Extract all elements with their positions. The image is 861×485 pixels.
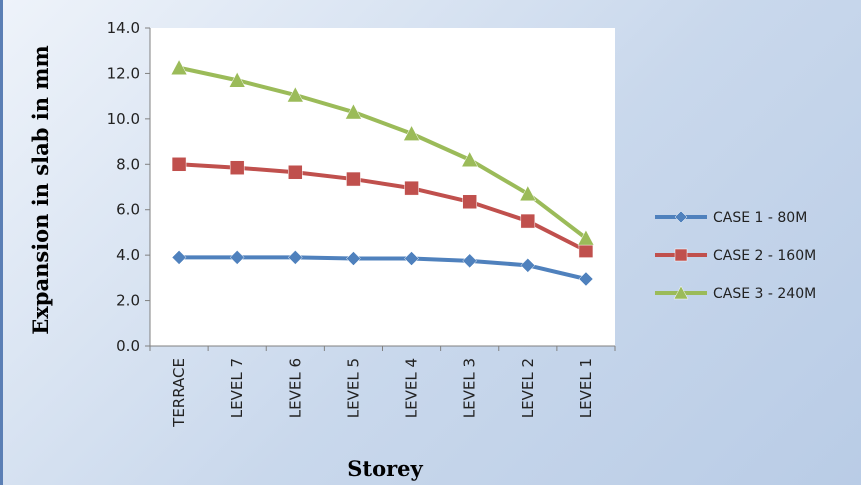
legend-marker — [674, 210, 688, 224]
x-tick-label: LEVEL 3 — [461, 358, 479, 418]
data-point — [404, 180, 419, 196]
x-tick-label: LEVEL 6 — [286, 358, 304, 418]
y-tick-label: 12.0 — [107, 64, 140, 82]
data-point — [403, 125, 420, 141]
data-point — [170, 59, 188, 75]
data-point — [288, 164, 303, 180]
data-point — [578, 271, 594, 287]
data-point — [461, 151, 479, 167]
y-tick-label: 6.0 — [116, 201, 140, 219]
x-axis: TERRACE LEVEL 7 LEVEL 6 LEVEL 5 LEVEL 4 LEVEL… — [149, 345, 616, 428]
data-point — [520, 213, 536, 229]
y-tick-label: 10.0 — [107, 110, 140, 128]
legend-label: CASE 3 - 240M — [713, 286, 816, 302]
data-point — [346, 251, 361, 266]
data-point — [229, 250, 245, 265]
legend-marker — [674, 248, 688, 262]
legend-item: CASE 2 - 160M — [655, 248, 816, 264]
y-tick-label: 0.0 — [116, 337, 140, 355]
data-point — [462, 253, 478, 269]
legend-label: CASE 2 - 160M — [713, 248, 816, 264]
data-point — [404, 251, 419, 266]
data-point — [228, 71, 246, 88]
y-tick-label: 2.0 — [116, 292, 140, 310]
data-point — [286, 86, 304, 103]
y-axis: 0.0 2.0 4.0 6.0 8.0 10.0 12.0 14.0 — [107, 19, 151, 355]
x-tick-label: LEVEL 5 — [344, 358, 362, 418]
data-point — [171, 157, 187, 172]
data-point — [578, 243, 594, 258]
legend-item: CASE 3 - 240M — [655, 285, 816, 302]
data-point — [519, 185, 537, 202]
data-point — [345, 103, 362, 120]
x-tick-label: LEVEL 2 — [519, 358, 537, 418]
data-point — [229, 160, 245, 175]
x-tick-label: LEVEL 1 — [577, 358, 595, 418]
legend-marker — [673, 285, 689, 300]
y-tick-label: 4.0 — [116, 246, 140, 264]
series-layer — [170, 59, 595, 287]
legend: CASE 1 - 80M CASE 2 - 160M CASE 3 - 240M — [655, 210, 816, 302]
plot-area — [150, 28, 615, 346]
data-point — [462, 194, 477, 210]
series-line — [179, 255, 587, 281]
series-3 — [170, 59, 595, 246]
data-point — [171, 250, 187, 265]
data-point — [346, 171, 361, 187]
y-tick-label: 8.0 — [116, 155, 140, 173]
x-axis-title: Storey — [347, 456, 423, 481]
x-tick-label: LEVEL 4 — [403, 358, 421, 418]
y-axis-title: Expansion in slab in mm — [28, 45, 53, 334]
legend-item: CASE 1 - 80M — [655, 210, 807, 226]
y-tick-label: 14.0 — [107, 19, 140, 37]
legend-label: CASE 1 - 80M — [713, 210, 807, 226]
data-point — [520, 258, 536, 273]
x-tick-label: TERRACE — [170, 358, 188, 428]
series-line — [178, 65, 588, 240]
data-point — [287, 250, 303, 265]
series-line — [178, 162, 587, 253]
series-2 — [171, 157, 594, 258]
series-1 — [171, 250, 594, 287]
x-tick-label: LEVEL 7 — [228, 358, 246, 418]
data-point — [577, 229, 595, 246]
